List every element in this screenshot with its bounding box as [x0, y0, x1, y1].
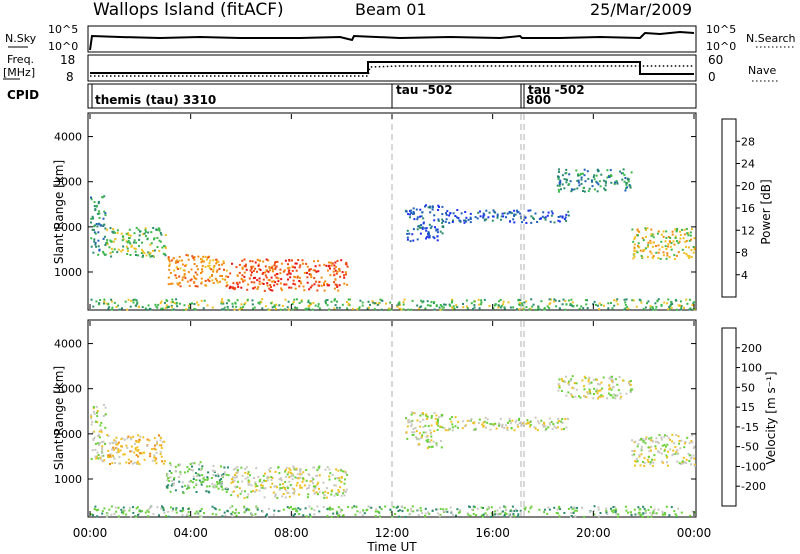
time-tick-label-4: 16:00 [475, 526, 510, 540]
velocity-echo-region-9 [90, 505, 696, 518]
nsky-trace [89, 30, 695, 51]
freq-panel [87, 54, 697, 82]
power-y-axis: 1000 2000 3000 4000 [54, 131, 696, 279]
freq-trace [90, 61, 694, 75]
velocity-colorbar-label-5: -50 [741, 441, 759, 454]
velocity-colorbar-label-1: 100 [741, 362, 762, 375]
power-echo-region-5 [404, 204, 445, 243]
power-echo-region-8 [631, 227, 696, 260]
velocity-echo-region-8 [631, 433, 696, 467]
velocity-colorbar-label-7: -200 [741, 480, 766, 493]
nave-tick-top: 60 [708, 53, 723, 67]
cpid-label: CPID [7, 88, 39, 102]
power-ytick-label-1: 2000 [54, 221, 82, 234]
freq-label: Freq. [7, 53, 34, 66]
nsky-label: N.Sky [5, 32, 37, 45]
time-tick-label-3: 12:00 [375, 526, 410, 540]
freq-unit: [MHz] [3, 66, 35, 79]
power-echo-region-9 [90, 298, 696, 311]
velocity-ylabel: Slant Range [km] [52, 366, 66, 470]
velocity-echo-region-7 [557, 375, 634, 400]
power-plot-frame [87, 112, 697, 311]
nave-trace [90, 65, 694, 77]
time-tick-label-2: 08:00 [274, 526, 309, 540]
nsky-panel [87, 25, 697, 53]
power-echo-layer [90, 168, 696, 311]
cpid-segment-2: tau -502 [396, 83, 453, 97]
power-echo-region-6 [444, 209, 570, 224]
nave-tick-bottom: 0 [708, 70, 716, 84]
x-axis-label: Time UT [366, 540, 417, 554]
velocity-colorbar-label: Velocity [m s⁻¹] [764, 371, 778, 464]
power-ytick-label-2: 3000 [54, 176, 82, 189]
power-colorbar-label-2: 12 [741, 224, 755, 237]
velocity-colorbar-label-0: 200 [741, 342, 762, 355]
velocity-echo-region-3 [165, 461, 230, 495]
velocity-ytick-label-3: 4000 [54, 338, 82, 351]
velocity-echo-layer [90, 375, 696, 518]
time-tick-label-0: 00:00 [73, 526, 108, 540]
velocity-colorbar-frame [721, 327, 737, 507]
velocity-plot-frame [87, 319, 697, 518]
velocity-colorbar-label-4: -15 [741, 421, 759, 434]
power-colorbar-label: Power [dB] [759, 179, 773, 244]
cpid-segment-3: 800 [526, 93, 551, 107]
power-colorbar-label-6: 28 [741, 135, 755, 148]
velocity-echo-region-6 [443, 416, 569, 432]
cpid-segment-4: tau -502 [528, 83, 585, 97]
beam-label: Beam 01 [355, 0, 427, 19]
time-tick-label-6: 00:00 [677, 526, 712, 540]
power-colorbar-label-3: 16 [741, 202, 755, 215]
power-colorbar-frame [721, 118, 737, 298]
power-echo-region-1 [90, 195, 108, 256]
velocity-y-axis: 1000 2000 3000 4000 [54, 338, 696, 486]
power-echo-region-3 [167, 254, 230, 288]
nsky-tick-top: 10^5 [48, 23, 78, 36]
power-colorbar: 4 8 12 16 20 24 28 [721, 118, 755, 298]
power-echo-region-2 [106, 226, 167, 258]
velocity-ytick-label-0: 1000 [54, 473, 82, 486]
power-ylabel: Slant Range [km] [52, 160, 66, 264]
velocity-echo-region-5 [405, 411, 444, 450]
nsky-tick-bottom: 10^0 [48, 40, 78, 53]
nsearch-tick-bottom: 10^0 [706, 40, 736, 53]
power-colorbar-label-0: 4 [741, 269, 748, 282]
power-colorbar-label-5: 24 [741, 158, 755, 171]
freq-tick-bottom: 8 [66, 70, 74, 84]
mode-change-lines [391, 114, 525, 516]
nsearch-tick-top: 10^5 [706, 23, 736, 36]
velocity-echo-region-2 [106, 434, 166, 466]
power-ytick-label-3: 4000 [54, 131, 82, 144]
date-label: 25/Mar/2009 [590, 0, 692, 19]
cpid-segment-1: themis (tau) 3310 [95, 93, 216, 107]
nave-label: Nave [748, 64, 776, 77]
site-title: Wallops Island (fitACF) [93, 0, 284, 20]
power-ytick-label-0: 1000 [54, 266, 82, 279]
power-colorbar-label-1: 8 [741, 247, 748, 260]
velocity-colorbar-label-3: 15 [741, 401, 755, 414]
nsearch-label: N.Search [746, 32, 796, 45]
velocity-ytick-label-2: 3000 [54, 383, 82, 396]
power-colorbar-label-4: 20 [741, 180, 755, 193]
time-tick-label-1: 04:00 [173, 526, 208, 540]
velocity-colorbar: 200 100 50 15 -15 -50 -100 -200 [721, 327, 766, 507]
velocity-colorbar-label-2: 50 [741, 381, 755, 394]
time-axis: 00:00 04:00 08:00 12:00 16:00 20:00 00:00 [73, 114, 712, 540]
freq-tick-top: 18 [60, 53, 75, 67]
velocity-colorbar-label-6: -100 [741, 460, 766, 473]
velocity-echo-region-4 [230, 465, 349, 499]
time-tick-label-5: 20:00 [576, 526, 611, 540]
velocity-ytick-label-1: 2000 [54, 428, 82, 441]
power-echo-region-4 [228, 258, 349, 292]
velocity-echo-region-1 [90, 403, 107, 463]
power-echo-region-7 [556, 168, 633, 193]
